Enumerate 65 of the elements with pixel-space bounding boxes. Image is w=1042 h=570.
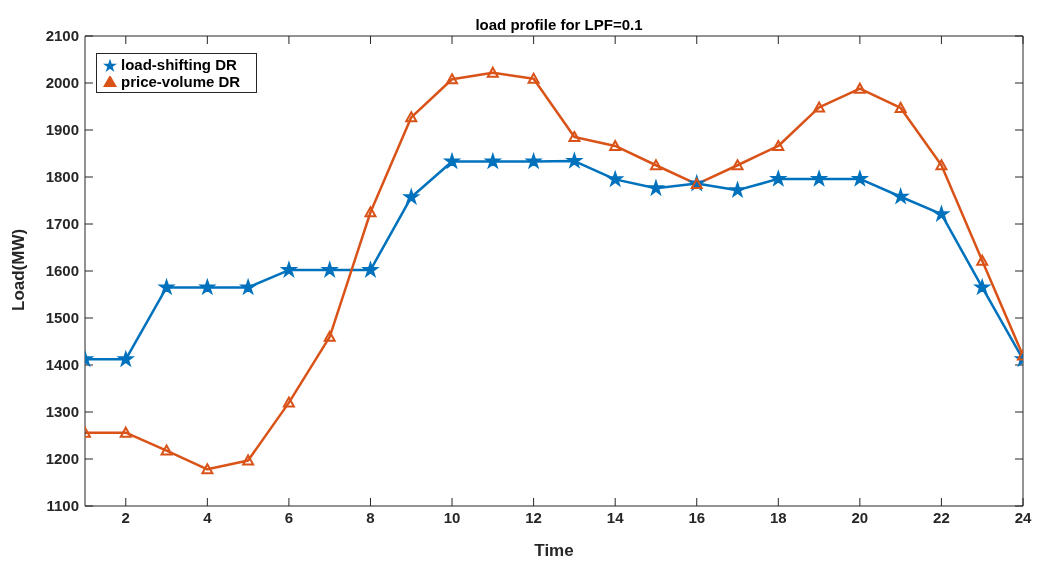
point (606, 170, 625, 188)
point (810, 169, 829, 187)
point (160, 444, 173, 456)
point (364, 206, 377, 218)
chart-title: load profile for LPF=0.1 (474, 16, 644, 33)
point (894, 101, 907, 113)
x-tick-label: 10 (443, 508, 461, 526)
legend-label: load-shifting DR (121, 56, 237, 73)
x-tick-label: 16 (688, 508, 706, 526)
point (932, 204, 951, 222)
x-tick-label: 20 (851, 508, 869, 526)
x-tick-label: 6 (284, 508, 294, 526)
y-tick-label: 1800 (45, 168, 79, 186)
point (935, 159, 948, 171)
point (443, 151, 461, 170)
point (850, 169, 869, 187)
y-tick-label: 1700 (45, 215, 79, 233)
point (116, 350, 135, 368)
point (323, 330, 336, 342)
point (486, 66, 499, 78)
x-tick-label: 4 (203, 508, 213, 526)
point (483, 152, 502, 170)
point (320, 260, 339, 278)
x-tick-label: 22 (933, 508, 950, 526)
point (769, 169, 788, 187)
point (609, 139, 622, 151)
point (402, 187, 421, 205)
point (119, 426, 132, 438)
point (647, 178, 665, 197)
legend-label: price-volume DR (121, 73, 241, 91)
y-tick-label: 1600 (45, 262, 79, 280)
y-tick-label: 1400 (45, 356, 79, 374)
point (853, 82, 866, 94)
point (527, 72, 540, 84)
point (728, 180, 745, 198)
point (649, 159, 662, 171)
point (976, 254, 989, 266)
point (405, 111, 418, 123)
point (279, 260, 298, 278)
y-tick-label: 1300 (45, 403, 79, 421)
point (565, 151, 584, 169)
x-tick-label: 24 (1014, 508, 1032, 526)
point (772, 139, 785, 151)
y-tick-label: 1900 (45, 121, 79, 139)
x-tick-label: 14 (606, 508, 625, 526)
x-axis-title: Time (534, 541, 574, 560)
point (282, 396, 295, 408)
y-tick-label: 1100 (46, 497, 79, 515)
y-axis-title: Load(MW) (9, 228, 29, 311)
point (361, 260, 380, 278)
point (201, 463, 214, 475)
y-tick-label: 1200 (45, 450, 79, 468)
y-tick-label: 2100 (45, 27, 79, 45)
x-tick-label: 8 (366, 508, 375, 526)
y-tick-label: 1500 (45, 309, 79, 327)
y-tick-label: 2000 (45, 74, 79, 92)
point (568, 131, 581, 143)
x-tick-label: 18 (769, 508, 787, 526)
point (731, 159, 744, 171)
x-tick-label: 2 (121, 508, 130, 526)
point (446, 73, 459, 85)
x-tick-label: 12 (525, 508, 542, 526)
point (813, 101, 826, 113)
point (973, 278, 992, 296)
point (242, 454, 255, 466)
